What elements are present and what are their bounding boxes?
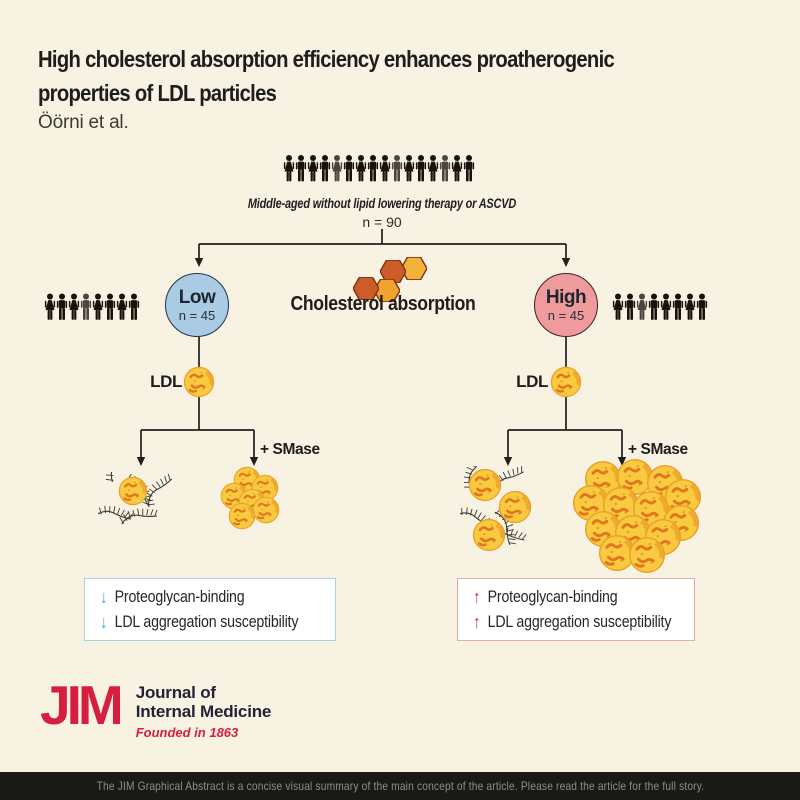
- person-icon-female: [379, 150, 391, 187]
- high-smase-label: + SMase: [628, 441, 688, 458]
- high-outcome-row-1: ↑ Proteoglycan-binding: [473, 585, 663, 610]
- person-icon-male: [415, 150, 427, 187]
- high-group-n: n = 45: [547, 307, 585, 323]
- journal-name-line-1: Journal of: [135, 683, 216, 702]
- low-group-circle: Low n = 45: [165, 273, 229, 337]
- cohort-n: n = 90: [362, 214, 402, 230]
- person-icon-male: [343, 150, 355, 187]
- high-outcome-text-1: Proteoglycan-binding: [487, 587, 618, 606]
- up-arrow-icon: ↑: [473, 586, 481, 607]
- person-icon-male: [648, 290, 660, 324]
- up-arrow-icon: ↑: [473, 611, 481, 632]
- low-proteoglycan-ldl-illustration: [98, 472, 172, 525]
- high-outcome-text-2: LDL aggregation susceptibility: [487, 612, 672, 631]
- person-icon-female: [116, 290, 128, 324]
- journal-founded: Founded in 1863: [135, 725, 239, 740]
- page-title: High cholesterol absorption efficiency e…: [38, 42, 693, 110]
- journal-name-line-2: Internal Medicine: [135, 702, 272, 721]
- person-icon-male: [128, 290, 140, 324]
- high-outcome-row-2: ↑ LDL aggregation susceptibility: [473, 610, 671, 635]
- person-icon-male: [672, 290, 684, 324]
- person-icon-female: [44, 290, 56, 324]
- person-icon-male: [391, 150, 403, 187]
- person-icon-male: [104, 290, 116, 324]
- person-icon-female: [612, 290, 624, 324]
- low-outcome-row-1: ↓ Proteoglycan-binding: [100, 585, 302, 610]
- low-group-people-row: [44, 290, 140, 324]
- person-icon-female: [660, 290, 672, 324]
- footer-bar: The JIM Graphical Abstract is a concise …: [0, 772, 800, 800]
- person-icon-male: [696, 290, 708, 324]
- cohort-people-row: [283, 150, 475, 187]
- person-icon-male: [367, 150, 379, 187]
- person-icon-male: [80, 290, 92, 324]
- person-icon-female: [684, 290, 696, 324]
- person-icon-male: [624, 290, 636, 324]
- person-icon-female: [283, 150, 295, 187]
- high-outcome-box: ↑ Proteoglycan-binding ↑ LDL aggregation…: [457, 578, 695, 641]
- high-group-people-row: [612, 290, 708, 324]
- high-ldl-aggregate-illustration: [572, 458, 702, 574]
- low-ldl-label: LDL: [150, 372, 182, 391]
- high-proteoglycan-ldl-illustration: [460, 466, 532, 552]
- person-icon-female: [355, 150, 367, 187]
- person-icon-female: [68, 290, 80, 324]
- title-line-1: High cholesterol absorption efficiency e…: [38, 46, 615, 72]
- person-icon-male: [463, 150, 475, 187]
- low-smase-label: + SMase: [260, 441, 320, 458]
- person-icon-male: [295, 150, 307, 187]
- person-icon-male: [56, 290, 68, 324]
- jim-logo: JIM Journal of Internal Medicine Founded…: [40, 674, 271, 740]
- footer-text: The JIM Graphical Abstract is a concise …: [96, 779, 704, 793]
- low-ldl-aggregate-illustration: [220, 466, 280, 530]
- authors: Öörni et al.: [38, 112, 129, 133]
- person-icon-female: [92, 290, 104, 324]
- person-icon-male: [439, 150, 451, 187]
- low-outcome-text-1: Proteoglycan-binding: [114, 587, 245, 606]
- jim-logo-acronym: JIM: [40, 674, 124, 736]
- person-icon-female: [451, 150, 463, 187]
- person-icon-female: [307, 150, 319, 187]
- title-line-2: properties of LDL particles: [38, 80, 277, 106]
- high-ldl-label: LDL: [516, 372, 548, 391]
- low-group-n: n = 45: [178, 307, 216, 323]
- low-ldl-particle-icon: [183, 366, 215, 398]
- low-outcome-box: ↓ Proteoglycan-binding ↓ LDL aggregation…: [84, 578, 336, 641]
- jim-logo-textblock: Journal of Internal Medicine Founded in …: [135, 674, 272, 740]
- person-icon-female: [331, 150, 343, 187]
- high-group-circle: High n = 45: [534, 273, 598, 337]
- low-outcome-text-2: LDL aggregation susceptibility: [114, 612, 299, 631]
- cohort-description: Middle-aged without lipid lowering thera…: [247, 195, 517, 211]
- center-label: Cholesterol absorption: [290, 293, 476, 315]
- high-ldl-particle-icon: [550, 366, 582, 398]
- person-icon-female: [403, 150, 415, 187]
- person-icon-female: [427, 150, 439, 187]
- high-group-label: High: [545, 286, 587, 308]
- low-group-label: Low: [178, 286, 216, 308]
- person-icon-male: [319, 150, 331, 187]
- down-arrow-icon: ↓: [100, 586, 108, 607]
- person-icon-female: [636, 290, 648, 324]
- low-outcome-row-2: ↓ LDL aggregation susceptibility: [100, 610, 302, 635]
- down-arrow-icon: ↓: [100, 611, 108, 632]
- arrowheads: [136, 258, 627, 466]
